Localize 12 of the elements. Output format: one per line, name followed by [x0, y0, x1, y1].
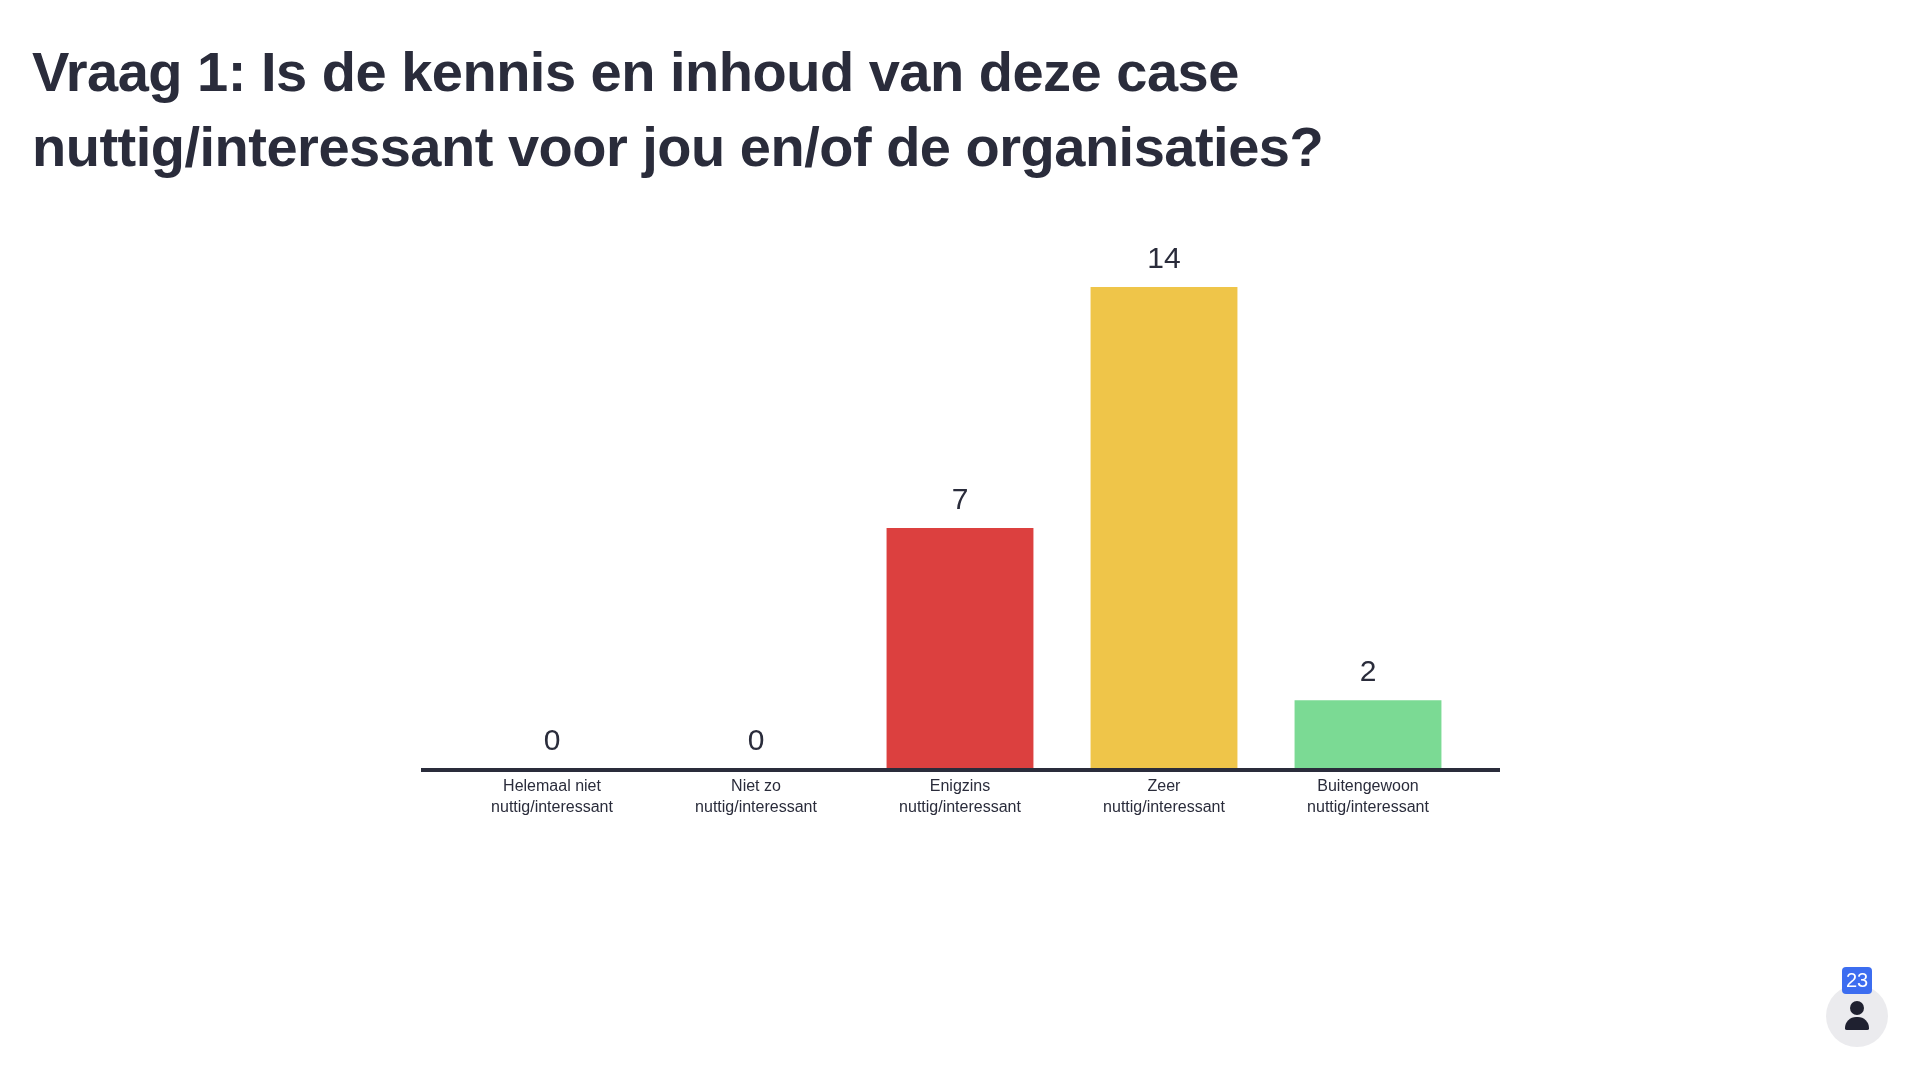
data-label: 14: [1147, 241, 1181, 275]
data-label: 7: [951, 482, 969, 516]
data-label: 0: [543, 723, 561, 757]
x-tick-label: Niet zo nuttig/interessant: [695, 776, 818, 815]
data-label: 2: [1359, 654, 1377, 688]
count-badge: 23: [1842, 967, 1872, 994]
chart-title: Vraag 1: Is de kennis en inhoud van deze case nuttig/interessant voor jou en/of de organisaties?: [32, 39, 1325, 180]
x-tick-label: Helemaal niet nuttig/interessant: [491, 776, 614, 815]
x-tick-label: Enigzins nuttig/interessant: [899, 776, 1022, 815]
data-label: 0: [747, 723, 765, 757]
x-tick-label: Buitengewoon nuttig/interessant: [1307, 776, 1430, 815]
x-tick-label: Zeer nuttig/interessant: [1103, 776, 1226, 815]
